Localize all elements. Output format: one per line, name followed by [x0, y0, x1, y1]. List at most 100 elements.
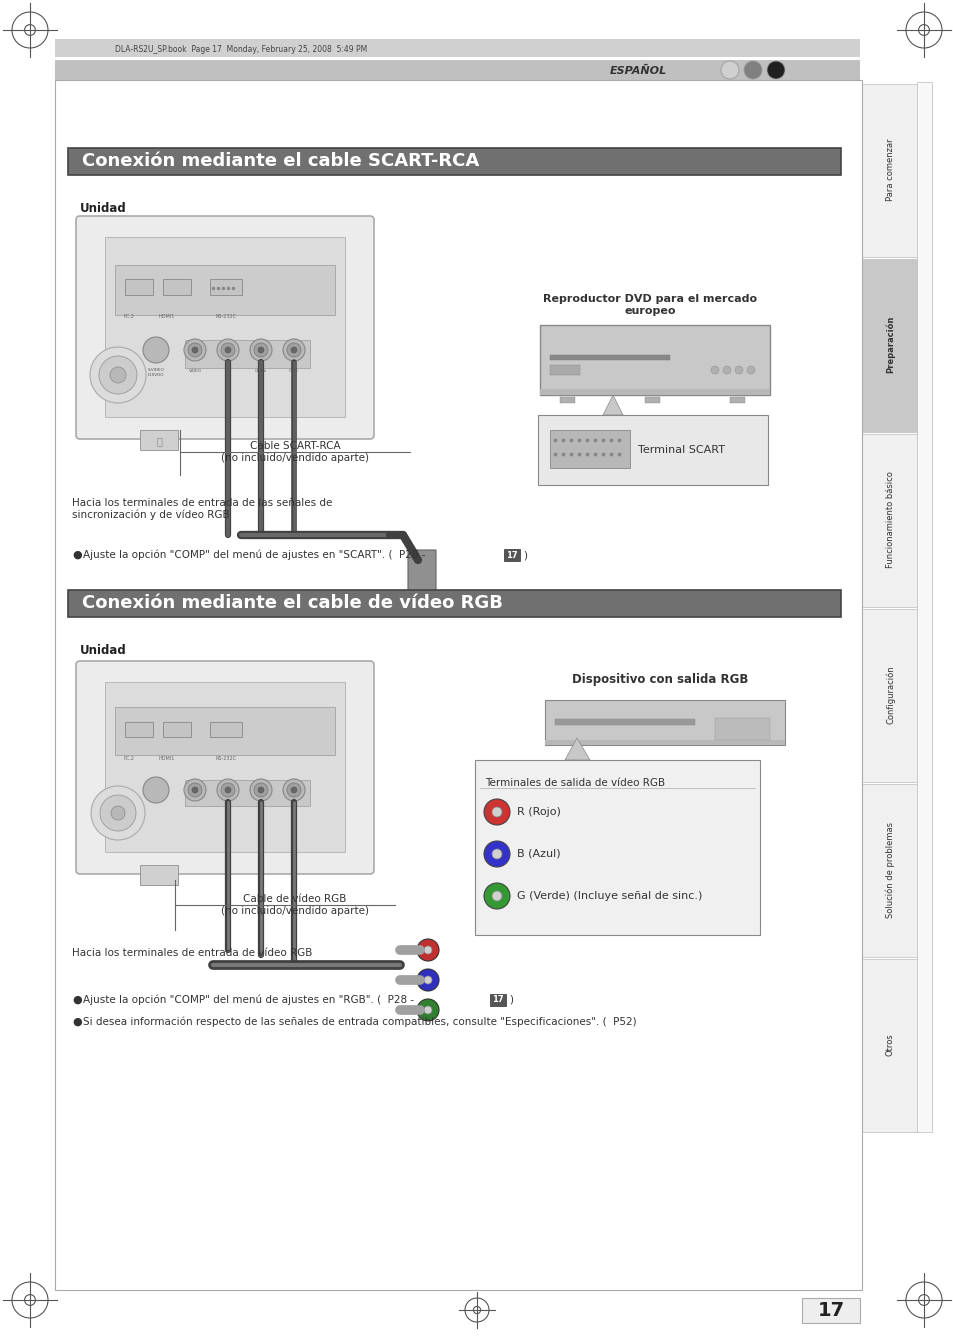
Text: RS-232C: RS-232C — [215, 314, 236, 319]
Bar — [801, 1298, 859, 1323]
Text: B (Azul): B (Azul) — [517, 850, 560, 859]
Bar — [210, 722, 242, 737]
Bar — [537, 415, 767, 485]
Bar — [729, 397, 744, 403]
Text: Unidad: Unidad — [80, 201, 127, 214]
Bar — [862, 784, 918, 957]
Bar — [185, 340, 310, 369]
Bar — [550, 430, 629, 468]
Circle shape — [250, 779, 272, 801]
Bar — [714, 718, 769, 740]
Polygon shape — [564, 738, 589, 760]
Circle shape — [253, 343, 268, 356]
Bar — [544, 699, 784, 745]
Circle shape — [423, 946, 432, 954]
Text: Unidad: Unidad — [80, 643, 127, 657]
Circle shape — [184, 339, 206, 360]
Bar — [115, 708, 335, 754]
Circle shape — [110, 367, 126, 383]
Text: Funcionamiento básico: Funcionamiento básico — [885, 472, 894, 568]
Circle shape — [423, 1006, 432, 1014]
Bar — [490, 994, 505, 1006]
Bar — [210, 279, 242, 295]
Bar — [862, 259, 918, 431]
Text: ⏻: ⏻ — [156, 436, 162, 446]
Text: Ajuste la opción "COMP" del menú de ajustes en "RGB". (  P28 -: Ajuste la opción "COMP" del menú de ajus… — [83, 994, 417, 1005]
Circle shape — [483, 842, 510, 867]
Circle shape — [492, 850, 501, 859]
Circle shape — [143, 777, 169, 803]
Bar — [644, 397, 659, 403]
Bar — [862, 434, 918, 607]
Circle shape — [111, 805, 125, 820]
Circle shape — [99, 356, 137, 394]
Bar — [140, 866, 178, 884]
Circle shape — [216, 779, 239, 801]
Text: VIDEO: VIDEO — [189, 369, 201, 373]
Circle shape — [423, 976, 432, 984]
Circle shape — [253, 783, 268, 797]
Text: G (Verde) (Incluye señal de sinc.): G (Verde) (Incluye señal de sinc.) — [517, 891, 701, 900]
Circle shape — [734, 366, 742, 374]
Circle shape — [100, 795, 136, 831]
Circle shape — [216, 339, 239, 360]
Text: ): ) — [509, 996, 513, 1005]
Text: PC.2: PC.2 — [124, 756, 134, 761]
Text: D-SVDO: D-SVDO — [148, 373, 164, 377]
Text: Terminal SCART: Terminal SCART — [638, 445, 724, 456]
FancyBboxPatch shape — [76, 661, 374, 874]
Bar — [140, 430, 178, 450]
Bar — [185, 780, 310, 805]
Text: ): ) — [522, 549, 526, 560]
Bar — [555, 720, 695, 725]
Circle shape — [766, 62, 784, 79]
Text: Cr/Pr: Cr/Pr — [289, 369, 298, 373]
Bar — [105, 237, 345, 417]
Text: Para comenzar: Para comenzar — [885, 138, 894, 201]
Text: Cb/Pb: Cb/Pb — [254, 369, 267, 373]
Circle shape — [192, 347, 198, 352]
Circle shape — [743, 62, 761, 79]
Text: PC.2: PC.2 — [124, 314, 134, 319]
Text: ●: ● — [71, 996, 82, 1005]
Text: RS-232C: RS-232C — [215, 756, 236, 761]
Text: 17: 17 — [817, 1301, 843, 1320]
Text: Conexión mediante el cable SCART-RCA: Conexión mediante el cable SCART-RCA — [82, 153, 478, 170]
Bar — [163, 722, 191, 737]
Text: Hacia los terminales de entrada de las señales de
sincronización y de vídeo RGB: Hacia los terminales de entrada de las s… — [71, 498, 332, 520]
Text: Hacia los terminales de entrada de vídeo RGB: Hacia los terminales de entrada de vídeo… — [71, 947, 312, 958]
Circle shape — [492, 807, 501, 817]
Circle shape — [283, 779, 305, 801]
Circle shape — [250, 339, 272, 360]
Text: ●: ● — [71, 1017, 82, 1026]
Bar — [862, 959, 918, 1132]
Text: Preparación: Preparación — [884, 316, 894, 373]
Text: Configuración: Configuración — [884, 665, 894, 724]
Text: Dispositivo con salida RGB: Dispositivo con salida RGB — [571, 674, 747, 686]
Text: Si desea información respecto de las señales de entrada compatibles, consulte "E: Si desea información respecto de las señ… — [83, 1017, 636, 1028]
Text: S-VIDEO: S-VIDEO — [148, 369, 164, 373]
Bar — [559, 397, 575, 403]
FancyBboxPatch shape — [76, 216, 374, 440]
Bar — [68, 147, 841, 176]
Circle shape — [188, 783, 202, 797]
Text: 17: 17 — [506, 551, 517, 560]
Bar — [475, 760, 760, 935]
Text: DLA-RS2U_SP.book  Page 17  Monday, February 25, 2008  5:49 PM: DLA-RS2U_SP.book Page 17 Monday, Februar… — [115, 44, 367, 54]
Circle shape — [746, 366, 754, 374]
Circle shape — [257, 347, 264, 352]
Circle shape — [416, 969, 438, 992]
Bar — [115, 265, 335, 315]
Text: ●: ● — [71, 549, 82, 560]
Circle shape — [143, 336, 169, 363]
Text: Cable SCART-RCA
(no incluido/vendido aparte): Cable SCART-RCA (no incluido/vendido apa… — [221, 441, 369, 462]
Bar — [55, 60, 859, 80]
Text: HDMI1: HDMI1 — [158, 756, 175, 761]
Circle shape — [287, 343, 301, 356]
Bar — [105, 682, 345, 852]
Circle shape — [221, 343, 234, 356]
Bar — [916, 82, 931, 1132]
Text: R (Rojo): R (Rojo) — [517, 807, 560, 817]
Circle shape — [416, 1000, 438, 1021]
Text: ESPAÑOL: ESPAÑOL — [609, 66, 666, 76]
